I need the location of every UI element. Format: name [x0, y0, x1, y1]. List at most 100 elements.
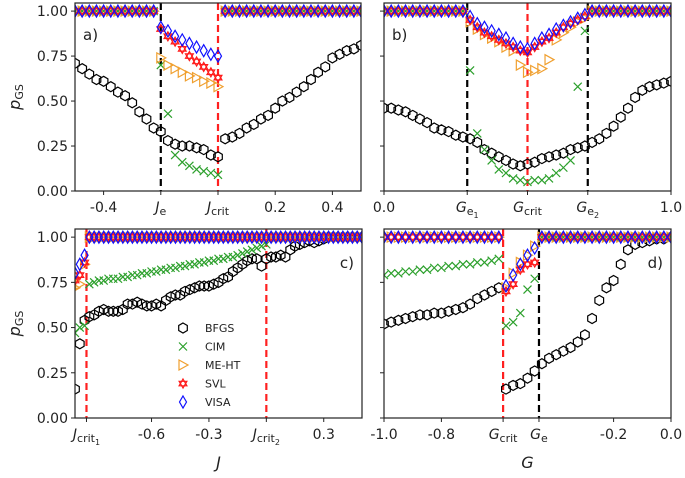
point-visa — [256, 3, 266, 19]
point-bfgs — [608, 274, 619, 287]
point-svl — [393, 231, 404, 243]
point-cim — [415, 265, 425, 275]
point-bfgs — [601, 282, 612, 294]
point-svl-part — [105, 8, 116, 17]
point-bfgs — [544, 352, 555, 364]
data-markers — [384, 229, 671, 395]
point-svl — [623, 5, 633, 17]
point-bfgs — [565, 143, 576, 156]
x-tick-label: 0.4 — [321, 200, 343, 216]
point-bfgs — [184, 283, 195, 296]
legend-marker-bfgs — [178, 322, 188, 334]
point-svl-part — [658, 5, 669, 14]
point-bfgs — [127, 298, 138, 310]
point-bfgs — [75, 383, 80, 395]
point-visa — [135, 3, 144, 19]
point-cim — [472, 129, 482, 138]
point-bfgs — [105, 81, 116, 93]
point-svl-part — [327, 5, 338, 14]
point-svl — [105, 5, 116, 17]
point-bfgs — [127, 97, 138, 109]
point-visa — [278, 3, 287, 19]
point-cim — [429, 263, 439, 273]
point-svl-part — [170, 36, 181, 45]
point-svl-part — [98, 5, 109, 14]
point-svl — [457, 231, 468, 243]
point-visa — [321, 3, 330, 19]
point-visa — [349, 3, 359, 19]
point-svl-part — [241, 8, 252, 17]
point-visa — [573, 11, 582, 26]
point-cim — [530, 274, 540, 284]
point-visa — [630, 229, 640, 245]
point-svl — [658, 231, 669, 243]
point-svl-part — [170, 38, 181, 48]
point-cim — [573, 82, 583, 92]
point-svl-part — [356, 8, 361, 17]
point-bfgs — [148, 122, 159, 134]
point-bfgs — [103, 305, 114, 317]
point-svl-part — [400, 231, 411, 240]
point-svl-part — [651, 8, 662, 17]
point-cim — [530, 175, 540, 185]
point-svl — [486, 231, 497, 243]
legend-entry-me-ht: ME-HT — [178, 358, 241, 372]
point-svl-part — [334, 5, 345, 14]
point-cim — [386, 268, 396, 278]
legend-marker-svl — [178, 377, 188, 390]
point-bfgs — [508, 379, 519, 392]
point-svl-part — [84, 8, 95, 17]
point-cim — [480, 145, 489, 155]
point-bfgs — [493, 151, 504, 163]
point-cim — [233, 250, 243, 260]
legend-entry-visa: VISA — [178, 394, 231, 410]
point-svl-part — [400, 234, 411, 243]
point-bfgs — [204, 280, 214, 292]
point-svl-part — [493, 231, 504, 240]
point-bfgs — [414, 309, 425, 321]
point-visa — [185, 36, 194, 51]
point-cim — [209, 256, 219, 266]
point-bfgs — [601, 127, 612, 140]
point-visa — [595, 229, 604, 245]
point-svl-part — [465, 231, 476, 240]
point-cim — [252, 243, 262, 253]
point-cim — [99, 276, 109, 285]
point-bfgs — [414, 113, 425, 125]
point-visa — [552, 21, 561, 37]
point-visa — [401, 3, 410, 19]
point-svl-part — [579, 234, 590, 243]
point-bfgs — [191, 142, 202, 154]
point-visa — [652, 229, 661, 245]
point-svl — [615, 231, 626, 243]
point-visa — [537, 229, 547, 245]
point-bfgs — [177, 140, 188, 152]
point-svl-part — [651, 231, 662, 240]
point-svl — [75, 274, 80, 287]
point-visa — [285, 3, 294, 19]
point-svl — [134, 5, 145, 17]
point-svl-part — [277, 5, 288, 14]
point-svl-part — [386, 231, 397, 240]
point-bfgs — [161, 294, 171, 307]
point-cim — [544, 173, 554, 183]
point-svl — [666, 5, 671, 17]
point-svl-part — [177, 43, 188, 52]
point-svl — [536, 231, 547, 243]
point-svl-part — [443, 5, 454, 14]
point-svl-part — [75, 277, 80, 287]
point-svl-part — [450, 234, 461, 243]
point-visa — [487, 23, 496, 39]
point-bfgs — [141, 113, 152, 125]
point-svl — [666, 231, 671, 243]
point-visa — [602, 229, 611, 245]
point-bfgs — [199, 280, 210, 292]
point-svl — [384, 5, 389, 17]
point-cim — [171, 263, 180, 273]
point-svl — [558, 231, 569, 243]
point-svl-part — [630, 234, 641, 243]
point-visa — [292, 3, 301, 19]
point-svl — [298, 5, 309, 17]
point-cim — [408, 267, 418, 276]
point-bfgs — [393, 314, 404, 326]
